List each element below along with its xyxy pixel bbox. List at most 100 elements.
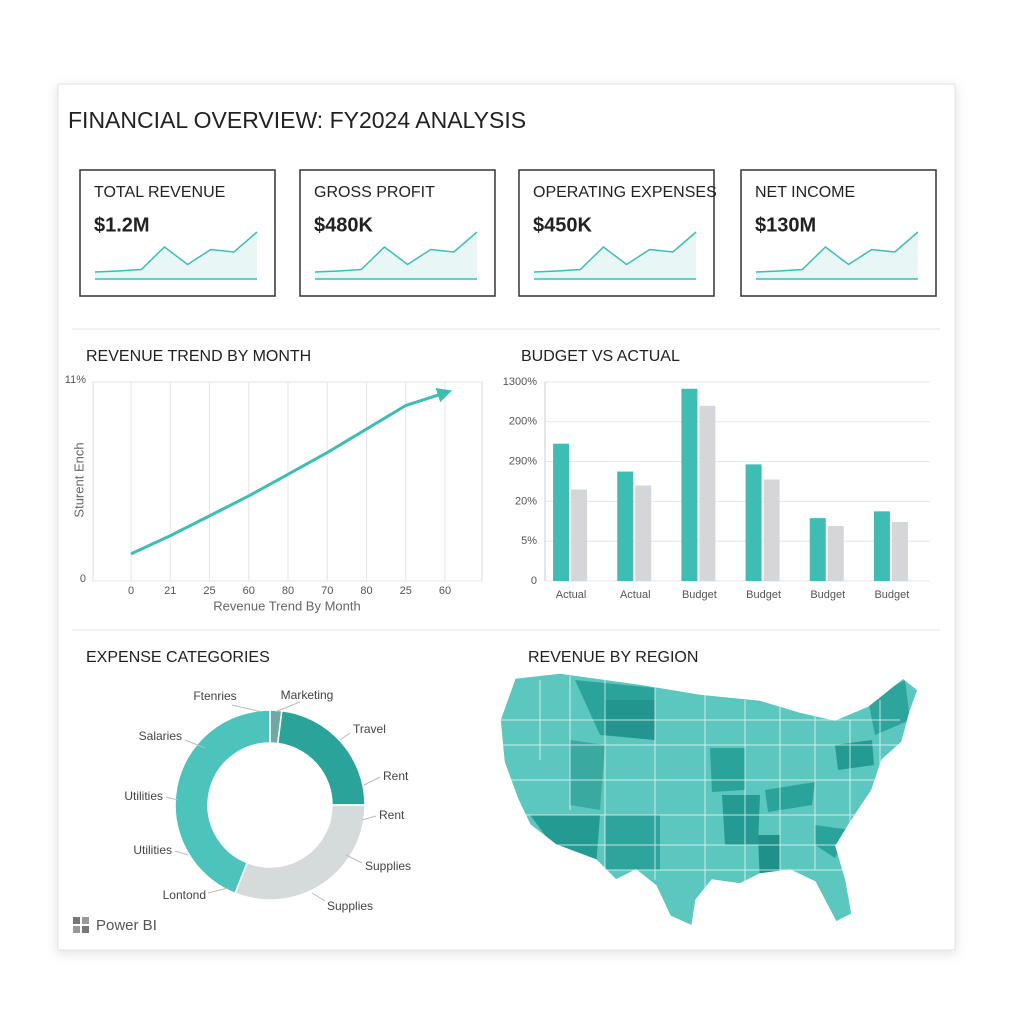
kpi-card: OPERATING EXPENSES $450K: [518, 169, 717, 297]
kpi-card: GROSS PROFIT $480K: [299, 169, 496, 297]
leader-line: [165, 796, 179, 801]
x-tick-label: 80: [360, 585, 372, 597]
x-tick-label: 60: [243, 585, 255, 597]
map-region: [868, 680, 910, 735]
kpi-label: OPERATING EXPENSES: [533, 184, 717, 201]
kpi-value: $450K: [533, 214, 592, 236]
donut-label: Salaries: [139, 729, 182, 743]
donut-label: Ftenries: [193, 689, 236, 703]
sparkline-area: [756, 232, 918, 279]
map-region: [765, 782, 815, 812]
bar: [891, 522, 908, 581]
chart-title: EXPENSE CATEGORIES: [86, 649, 270, 666]
map-region: [605, 815, 660, 870]
bar: [553, 443, 570, 581]
leader-line: [207, 887, 229, 894]
line: [130, 388, 453, 556]
donut-segment: [174, 709, 271, 895]
x-tick-label: Actual: [620, 589, 651, 601]
bar: [745, 464, 762, 581]
logo-square: [82, 926, 89, 933]
x-tick-label: Budget: [682, 589, 717, 601]
map-region: [815, 825, 850, 858]
x-tick-label: 25: [400, 585, 412, 597]
kpi-value: $130M: [755, 214, 816, 236]
dashboard-title: FINANCIAL OVERVIEW: FY2024 ANALYSIS: [68, 107, 526, 133]
kpi-card: TOTAL REVENUE $1.2M: [79, 169, 276, 297]
x-tick-label: Actual: [556, 589, 587, 601]
sparkline-area: [534, 232, 696, 279]
leader-line: [339, 732, 351, 741]
bar-chart: BUDGET VS ACTUAL 0 5% 20% 290% 200% 1300% Actua…: [503, 348, 930, 601]
kpi-label: TOTAL REVENUE: [94, 184, 225, 201]
donut-chart: EXPENSE CATEGORIES Ftenries Marketing Trave…: [86, 649, 411, 913]
x-tick-label: Budget: [746, 589, 781, 601]
line-chart: REVENUE TREND BY MONTH 0 21 25 60 80 70 80 25 60 0…: [65, 348, 483, 613]
kpi-card: NET INCOME $130M: [740, 169, 937, 297]
donut-label: Utilities: [133, 843, 172, 857]
sparkline: [533, 231, 697, 273]
donut-label: Supplies: [327, 899, 373, 913]
leader-line: [345, 854, 363, 864]
leader-line: [174, 850, 189, 856]
map-region: [835, 740, 874, 770]
donut-label: Travel: [353, 722, 386, 736]
donut-label: Rent: [379, 808, 405, 822]
chart-title: REVENUE TREND BY MONTH: [86, 348, 311, 365]
logo-square: [73, 917, 80, 924]
x-tick-label: 21: [164, 585, 176, 597]
brand-label: Power BI: [96, 917, 157, 934]
kpi-value: $1.2M: [94, 214, 150, 236]
leader-line: [231, 704, 263, 713]
y-tick-label: 11%: [65, 374, 86, 386]
leader-line: [363, 776, 381, 786]
x-tick-label: Budget: [874, 589, 909, 601]
y-tick-label: 0: [531, 575, 537, 587]
y-tick-label: 1300%: [503, 376, 537, 388]
bar: [681, 388, 698, 581]
donut-label: Marketing: [281, 688, 334, 702]
x-tick-label: 60: [439, 585, 451, 597]
state-borders: [500, 676, 910, 900]
leader-line: [311, 892, 326, 902]
y-tick-label: 0: [80, 573, 86, 585]
x-axis-label: Revenue Trend By Month: [213, 598, 360, 613]
map-outline: [499, 672, 919, 928]
logo-square: [82, 917, 89, 924]
donut-label: Lontond: [163, 888, 206, 902]
donut-label: Utilities: [124, 789, 163, 803]
bar: [809, 518, 826, 581]
bar: [873, 511, 890, 581]
logo-square: [73, 926, 80, 933]
sparkline-area: [95, 232, 257, 279]
donut-label: Supplies: [365, 859, 411, 873]
bar: [827, 526, 844, 581]
sparkline: [755, 231, 919, 273]
sparkline: [94, 231, 258, 273]
x-tick-label: 25: [203, 585, 215, 597]
bar: [571, 489, 588, 581]
power-bi-logo: Power BI: [73, 917, 157, 934]
kpi-label: NET INCOME: [755, 184, 855, 201]
map-region: [722, 795, 760, 845]
bar: [635, 485, 652, 581]
donut-label: Rent: [383, 769, 409, 783]
sparkline-area: [315, 232, 477, 279]
x-tick-label: 0: [128, 585, 134, 597]
sparkline: [314, 231, 478, 273]
kpi-value: $480K: [314, 214, 373, 236]
x-tick-label: Budget: [810, 589, 845, 601]
chart-title: REVENUE BY REGION: [528, 649, 698, 666]
y-tick-label: 5%: [521, 535, 537, 547]
bar: [617, 471, 634, 581]
kpi-label: GROSS PROFIT: [314, 184, 435, 201]
bar: [763, 479, 780, 581]
leader-line: [361, 815, 377, 821]
map-region: [570, 740, 605, 810]
map-region: [710, 748, 745, 792]
x-tick-label: 70: [321, 585, 333, 597]
y-tick-label: 20%: [515, 495, 537, 507]
y-tick-label: 290%: [509, 456, 537, 468]
